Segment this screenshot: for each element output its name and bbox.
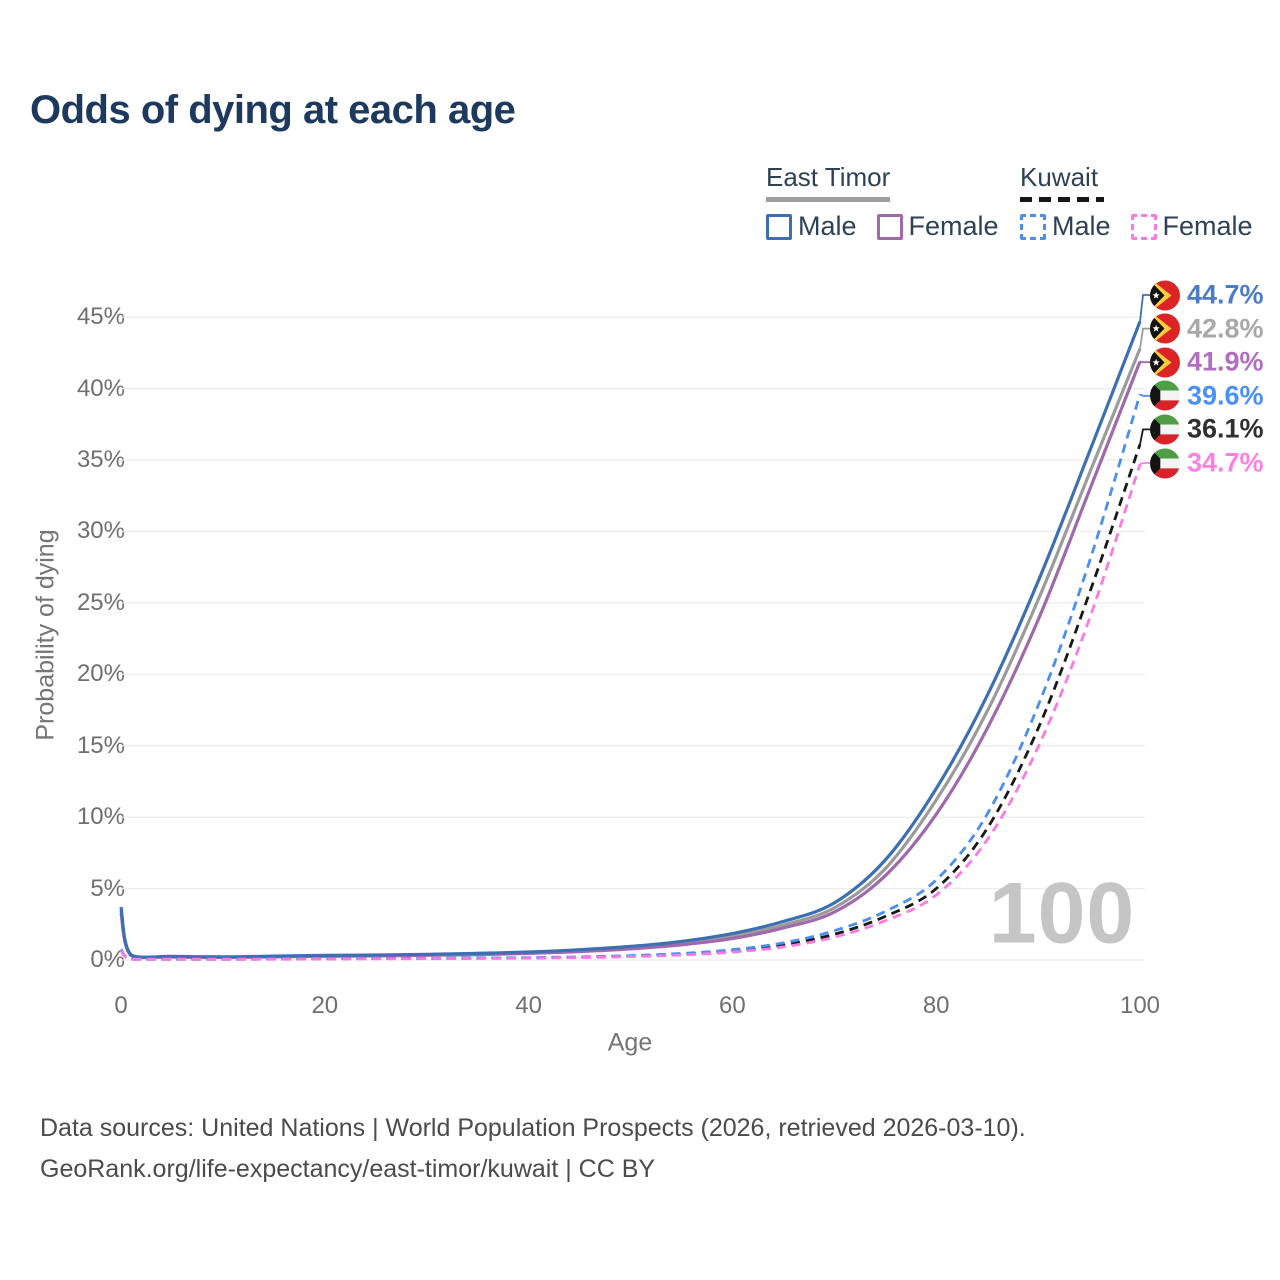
label-connector	[1139, 462, 1151, 466]
end-label-value: 42.8%	[1187, 313, 1264, 344]
legend-group-title-east-timor[interactable]: East Timor	[766, 162, 891, 192]
kuwait-flag-icon	[1150, 380, 1180, 411]
y-tick-label: 20%	[76, 660, 125, 688]
kuwait-flag-icon	[1150, 414, 1180, 445]
watermark-age-100: 100	[988, 865, 1136, 962]
y-tick-label: 10%	[76, 803, 125, 831]
y-tick-label: 40%	[76, 374, 125, 402]
legend-group-kuwait: Kuwait Male Female	[1020, 162, 1273, 242]
legend-group-title-kuwait[interactable]: Kuwait	[1020, 162, 1099, 192]
series-end-label-east-timor-male: 44.7%	[1150, 280, 1264, 311]
east-timor-male-swatch-icon	[766, 213, 792, 240]
series-line-east-timor-male[interactable]	[119, 320, 1142, 959]
kuwait-female-swatch-icon	[1130, 213, 1157, 240]
series-line-kuwait-male[interactable]	[119, 393, 1142, 961]
end-label-value: 34.7%	[1187, 447, 1264, 478]
east-timor-flag-icon	[1150, 347, 1180, 378]
kuwait-male-swatch-icon	[1020, 213, 1046, 240]
plot-svg	[119, 294, 1151, 961]
legend-row-east-timor: Male Female	[766, 211, 1019, 242]
series-line-kuwait-female[interactable]	[119, 463, 1142, 961]
page-title: Odds of dying at each age	[30, 88, 516, 132]
end-label-value: 39.6%	[1187, 380, 1264, 411]
series-line-east-timor-both-sexes[interactable]	[119, 347, 1142, 960]
kuwait-line-sample	[1020, 197, 1104, 202]
east-timor-female-swatch-icon	[876, 213, 903, 240]
legend-item-kuwait-female[interactable]: Female	[1130, 211, 1253, 242]
series-end-label-kuwait-male: 39.6%	[1150, 380, 1264, 411]
legend-item-label: Female	[1162, 211, 1253, 241]
x-tick-label: 40	[515, 992, 542, 1019]
kuwait-flag-icon	[1150, 448, 1180, 478]
legend-group-east-timor: East Timor Male Female	[766, 162, 1019, 242]
y-tick-label: 35%	[76, 446, 125, 473]
label-connector	[1139, 393, 1151, 397]
y-tick-label: 5%	[90, 874, 125, 902]
x-tick-label: 100	[1119, 992, 1161, 1019]
legend-item-east-timor-female[interactable]: Female	[876, 211, 999, 242]
x-tick-label: 60	[719, 992, 746, 1019]
y-tick-label: 45%	[76, 303, 125, 331]
legend-item-label: Female	[908, 211, 999, 241]
east-timor-flag-icon	[1150, 313, 1180, 344]
legend-item-label: Male	[1052, 211, 1111, 241]
series-line-east-timor-female[interactable]	[119, 360, 1142, 960]
footer-data-sources: Data sources: United Nations | World Pop…	[40, 1114, 1026, 1142]
label-connector	[1139, 294, 1151, 322]
end-label-value: 44.7%	[1187, 279, 1264, 310]
label-connector	[1139, 428, 1151, 445]
x-tick-label: 0	[114, 992, 128, 1019]
series-end-label-east-timor-female: 41.9%	[1150, 347, 1264, 378]
label-connector	[1139, 360, 1151, 364]
y-tick-label: 0%	[90, 946, 125, 973]
series-line-kuwait-both-sexes[interactable]	[119, 443, 1142, 961]
legend-row-kuwait: Male Female	[1020, 211, 1273, 242]
end-label-value: 41.9%	[1187, 346, 1264, 377]
east-timor-line-sample	[766, 197, 890, 202]
y-tick-label: 15%	[76, 731, 125, 759]
footer-attribution: GeoRank.org/life-expectancy/east-timor/k…	[40, 1155, 656, 1183]
east-timor-flag-icon	[1150, 280, 1180, 310]
label-connector	[1139, 327, 1151, 349]
end-label-value: 36.1%	[1187, 413, 1264, 444]
y-tick-label: 30%	[76, 517, 125, 545]
legend-item-east-timor-male[interactable]: Male	[766, 211, 857, 242]
x-axis-title: Age	[607, 1028, 653, 1057]
x-tick-label: 20	[311, 992, 339, 1019]
footer: Data sources: United Nations | World Pop…	[40, 1108, 1026, 1190]
series-end-label-kuwait-both-sexes: 36.1%	[1150, 414, 1264, 445]
legend-item-label: Male	[798, 211, 857, 241]
x-tick-label: 80	[922, 992, 950, 1019]
series-end-label-kuwait-female: 34.7%	[1150, 448, 1264, 479]
legend-item-kuwait-male[interactable]: Male	[1020, 211, 1111, 242]
y-tick-label: 25%	[76, 588, 125, 616]
series-end-label-east-timor-both-sexes: 42.8%	[1150, 313, 1264, 344]
